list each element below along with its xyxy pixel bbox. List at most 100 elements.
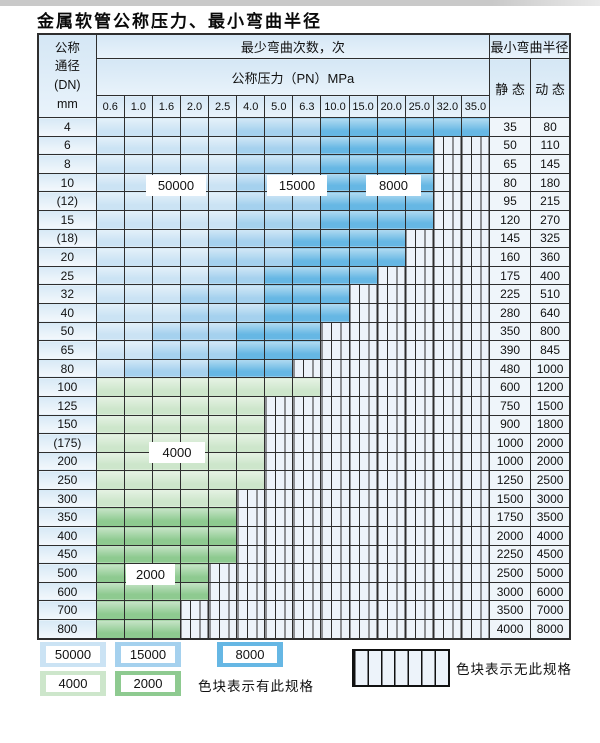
spec-cell-4000 (208, 377, 238, 397)
dynamic-radius-cell: 640 (530, 302, 571, 323)
spec-cell-4000 (151, 488, 181, 509)
spec-cell-8000 (404, 209, 434, 230)
no-spec-cell (460, 600, 491, 621)
no-spec-cell (264, 619, 294, 640)
spec-table-wrap: 公称 通径 (DN) mm 最少弯曲次数，次 最小弯曲半径 公称压力（PN）MP… (37, 33, 571, 640)
spec-cell-15000 (179, 358, 210, 379)
static-radius-cell: 160 (489, 247, 532, 267)
dynamic-radius-cell: 145 (530, 154, 571, 174)
dn-cell: (12) (37, 191, 97, 211)
no-spec-cell (376, 470, 406, 490)
static-radius-cell: 350 (489, 321, 532, 342)
dynamic-radius-cell: 4000 (530, 526, 571, 546)
dn-cell: 450 (37, 544, 97, 565)
no-spec-cell (404, 470, 434, 490)
spec-cell-50000 (179, 154, 210, 174)
pressure-tick: 20.0 (376, 95, 406, 118)
static-radius-cell: 750 (489, 395, 532, 416)
no-spec-cell (376, 433, 406, 453)
no-spec-cell (292, 414, 322, 435)
pressure-tick: 0.6 (95, 95, 125, 118)
no-spec-cell (432, 340, 462, 360)
no-spec-cell (404, 600, 434, 621)
dn-header-line4: mm (56, 96, 78, 111)
spec-cell-8000 (292, 284, 322, 304)
spec-cell-50000 (95, 117, 125, 137)
spec-cell-8000 (460, 117, 491, 137)
spec-cell-15000 (208, 247, 238, 267)
cycles-label-50000: 50000 (146, 175, 206, 196)
spec-cell-8000 (264, 321, 294, 342)
no-spec-cell (432, 544, 462, 565)
spec-cell-4000 (151, 377, 181, 397)
no-spec-cell (404, 358, 434, 379)
legend-swatch-50000-label: 50000 (46, 646, 100, 663)
no-spec-cell (320, 619, 350, 640)
no-spec-cell (236, 544, 266, 565)
spec-cell-2000 (151, 507, 181, 528)
no-spec-cell (432, 321, 462, 342)
spec-cell-50000 (95, 358, 125, 379)
pressure-tick: 32.0 (432, 95, 462, 118)
table-row: 250 1250 2500 (37, 470, 571, 490)
dynamic-radius-cell: 8000 (530, 619, 571, 640)
spec-cell-2000 (95, 563, 125, 583)
page-title: 金属软管公称压力、最小弯曲半径 (37, 12, 322, 32)
no-spec-cell (376, 265, 406, 286)
table-row: 50 350 800 (37, 321, 571, 342)
bend-cycles-header: 最少弯曲次数，次 (95, 33, 491, 59)
spec-cell-15000 (236, 117, 266, 137)
no-spec-cell (432, 414, 462, 435)
no-spec-cell (348, 563, 378, 583)
spec-cell-50000 (151, 135, 181, 156)
spec-cell-50000 (151, 265, 181, 286)
no-spec-cell (348, 377, 378, 397)
spec-cell-15000 (292, 191, 322, 211)
static-radius-cell: 65 (489, 154, 532, 174)
spec-cell-50000 (123, 154, 153, 174)
spec-cell-8000 (320, 117, 350, 137)
no-spec-cell (348, 358, 378, 379)
no-spec-cell (264, 563, 294, 583)
static-radius-cell: 1750 (489, 507, 532, 528)
bend-radius-header: 最小弯曲半径 (489, 33, 571, 59)
dn-cell: 4 (37, 117, 97, 137)
no-spec-cell (348, 321, 378, 342)
spec-cell-15000 (151, 358, 181, 379)
dn-cell: 50 (37, 321, 97, 342)
spec-cell-4000 (123, 395, 153, 416)
spec-cell-50000 (123, 209, 153, 230)
table-row: (18) 145 325 (37, 228, 571, 249)
table-row: 80 480 1000 (37, 358, 571, 379)
spec-cell-50000 (95, 154, 125, 174)
table-row: (12) 95 215 (37, 191, 571, 211)
table-row: 40 280 640 (37, 302, 571, 323)
table-row: 125 750 1500 (37, 395, 571, 416)
no-spec-cell (432, 154, 462, 174)
dynamic-radius-cell: 1200 (530, 377, 571, 397)
no-spec-cell (460, 395, 491, 416)
spec-cell-50000 (151, 154, 181, 174)
no-spec-cell (376, 544, 406, 565)
dn-cell: 15 (37, 209, 97, 230)
dynamic-radius-cell: 1800 (530, 414, 571, 435)
spec-cell-50000 (208, 117, 238, 137)
legend-swatch-8000-label: 8000 (223, 646, 277, 663)
spec-cell-8000 (292, 340, 322, 360)
spec-cell-8000 (320, 228, 350, 249)
spec-cell-2000 (151, 600, 181, 621)
no-spec-cell (432, 358, 462, 379)
no-spec-cell (264, 414, 294, 435)
table-row: 400 2000 4000 (37, 526, 571, 546)
spec-cell-15000 (264, 247, 294, 267)
spec-cell-8000 (348, 265, 378, 286)
pressure-tick: 6.3 (292, 95, 322, 118)
dn-cell: 250 (37, 470, 97, 490)
spec-cell-4000 (95, 395, 125, 416)
static-radius-cell: 4000 (489, 619, 532, 640)
no-spec-cell (376, 321, 406, 342)
no-spec-cell (432, 377, 462, 397)
dn-cell: (175) (37, 433, 97, 453)
legend-swatch-2000-label: 2000 (121, 675, 175, 692)
dn-cell: 600 (37, 581, 97, 602)
